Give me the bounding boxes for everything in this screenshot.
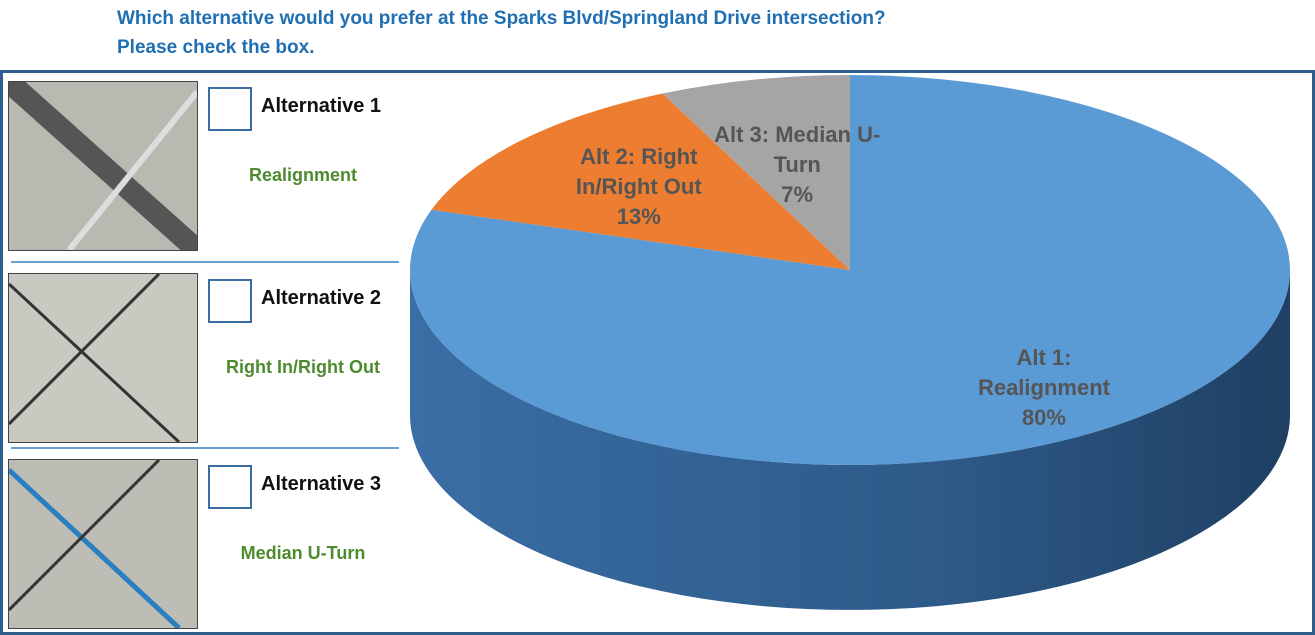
alternative-name: Right In/Right Out (226, 357, 380, 377)
alternative-row: Alternative 3 Median U-Turn (3, 451, 398, 631)
question: Which alternative would you prefer at th… (117, 8, 886, 29)
alternative-name: Median U-Turn (240, 543, 366, 563)
map-thumbnail (8, 81, 198, 251)
instruction: Please check the box. (117, 37, 315, 58)
checkbox[interactable] (208, 279, 252, 323)
alternative-title: Alternative 1 (261, 95, 382, 117)
alternative-name: Realignment (248, 165, 358, 185)
checkbox[interactable] (208, 87, 252, 131)
separator (11, 261, 399, 263)
pie-slice (431, 93, 850, 271)
alternative-title: Alternative 3 (261, 473, 382, 495)
map-thumbnail (8, 273, 198, 443)
slice-label: Alt 2: Right In/Right Out 13% (559, 142, 719, 232)
slice-value: 7% (781, 182, 814, 208)
alternative-row: Alternative 1 Realignment (3, 73, 398, 253)
map-thumbnail (8, 459, 198, 629)
map (9, 82, 197, 250)
slice-category: Alt 3: Median U-Turn (714, 122, 881, 178)
slice-category: Alt 1: Realignment (977, 345, 1110, 401)
map (9, 460, 181, 628)
map (9, 274, 181, 442)
slice-category: Alt 2: Right In/Right Out (575, 144, 702, 200)
pie-side (410, 270, 1290, 610)
separator (11, 447, 399, 449)
slice-value: 80% (1021, 405, 1066, 431)
alternative-title: Alternative 2 (261, 287, 382, 309)
pie-slice (662, 75, 850, 270)
checkbox[interactable] (208, 465, 252, 509)
alternative-row: Alternative 2 Right In/Right Out (3, 265, 398, 445)
slice-label: Alt 3: Median U-Turn 7% (710, 120, 885, 210)
pie-slice (410, 75, 1290, 465)
slice-value: 13% (616, 204, 661, 230)
slice-label: Alt 1: Realignment 80% (954, 343, 1134, 433)
